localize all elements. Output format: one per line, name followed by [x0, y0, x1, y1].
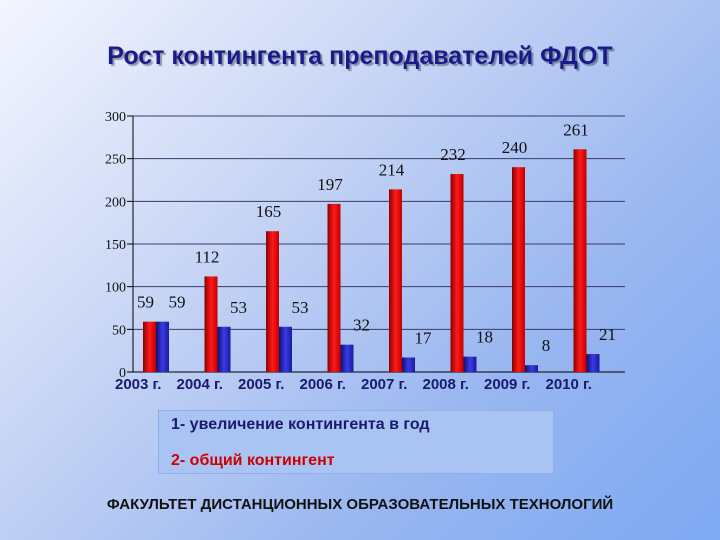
x-tick-label: 2007 г. [361, 376, 408, 393]
chart-title: Рост контингента преподавателей ФДОТ [107, 42, 613, 70]
data-label-total: 112 [195, 247, 220, 266]
faculty-footer: ФАКУЛЬТЕТ ДИСТАНЦИОННЫХ ОБРАЗОВАТЕЛЬНЫХ … [106, 496, 614, 513]
bar-increase [463, 356, 477, 372]
bar-increase [586, 354, 600, 372]
legend-item-total: 2- общий контингент [171, 452, 335, 469]
data-label-total: 59 [137, 293, 154, 312]
y-tick-label: 250 [105, 153, 126, 168]
data-label-total: 232 [440, 145, 466, 164]
legend-box: 1- увеличение контингента в год 2- общий… [158, 410, 554, 474]
x-tick-label: 2006 г. [299, 376, 346, 393]
bar-total [204, 276, 218, 372]
data-label-increase: 21 [599, 325, 616, 344]
bar-increase [402, 357, 415, 372]
x-tick-label: 2005 г. [238, 376, 285, 393]
y-tick-label: 0 [119, 366, 126, 381]
data-label-increase: 53 [230, 298, 247, 317]
bar-total [450, 174, 464, 372]
data-label-increase: 8 [542, 336, 551, 355]
bar-increase [525, 365, 538, 372]
data-label-increase: 59 [169, 293, 186, 312]
x-tick-label: 2010 г. [545, 376, 592, 393]
data-label-total: 214 [379, 160, 405, 179]
data-label-total: 165 [256, 202, 282, 221]
x-tick-label: 2003 г. [115, 376, 162, 393]
bar-total [512, 167, 525, 372]
y-tick-label: 150 [105, 238, 126, 253]
data-label-increase: 32 [353, 316, 370, 335]
bar-increase [279, 326, 292, 372]
y-tick-label: 100 [105, 281, 126, 296]
bar-increase [340, 344, 354, 372]
data-label-increase: 18 [476, 328, 493, 347]
data-label-increase: 53 [292, 298, 309, 317]
x-tick-label: 2008 г. [422, 376, 469, 393]
bar-increase [217, 326, 231, 372]
bar-total [327, 203, 341, 372]
bar-total [266, 231, 279, 372]
bar-total [143, 321, 156, 372]
bar-total [389, 189, 402, 372]
data-label-total: 240 [502, 138, 528, 157]
data-label-increase: 17 [415, 328, 433, 347]
legend-item-increase: 1- увеличение контингента в год [171, 416, 430, 433]
y-tick-label: 200 [105, 195, 126, 210]
data-label-total: 197 [317, 175, 343, 194]
y-tick-label: 50 [112, 323, 126, 338]
bar-chart: 0 50 100 150 200 250 300 59 59 112 53 165 53 197 32 214… [105, 110, 625, 381]
bar-increase [156, 321, 169, 372]
data-label-total: 261 [563, 120, 589, 139]
x-tick-label: 2009 г. [484, 376, 531, 393]
y-tick-label: 300 [105, 110, 126, 125]
x-tick-label: 2004 г. [176, 376, 223, 393]
bar-total [573, 149, 587, 372]
